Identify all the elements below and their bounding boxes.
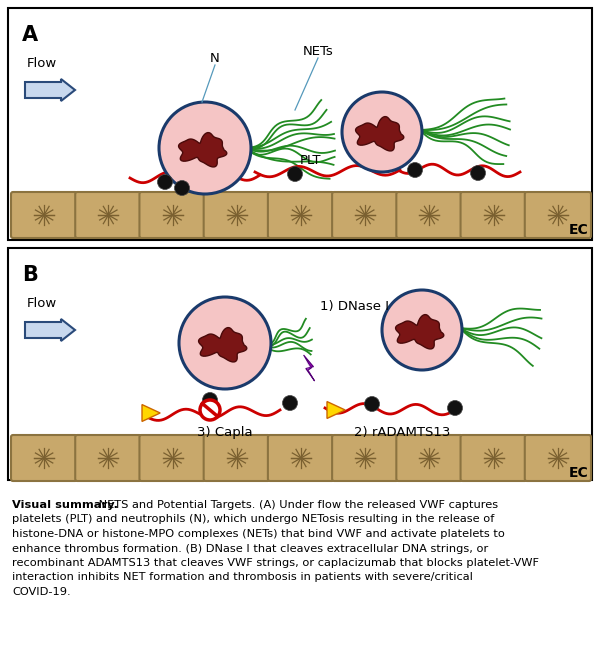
Circle shape: [175, 180, 190, 195]
Text: EC: EC: [568, 466, 588, 480]
Bar: [8, 8, 592, 240]
Text: Flow: Flow: [27, 297, 57, 310]
FancyBboxPatch shape: [397, 435, 463, 481]
Text: Visual summary.: Visual summary.: [12, 500, 118, 510]
Polygon shape: [199, 327, 247, 362]
FancyBboxPatch shape: [11, 435, 77, 481]
Circle shape: [157, 174, 173, 190]
FancyBboxPatch shape: [268, 192, 334, 238]
Text: enhance thrombus formation. (B) DNase I that cleaves extracellular DNA strings, : enhance thrombus formation. (B) DNase I …: [12, 544, 488, 554]
FancyBboxPatch shape: [461, 435, 527, 481]
Text: 2) rADAMTS13: 2) rADAMTS13: [354, 426, 451, 439]
Text: PLT: PLT: [300, 154, 322, 167]
Text: NETS and Potential Targets. (A) Under flow the released VWF captures: NETS and Potential Targets. (A) Under fl…: [95, 500, 499, 510]
Circle shape: [342, 92, 422, 172]
Polygon shape: [356, 117, 404, 151]
Circle shape: [470, 165, 485, 180]
Circle shape: [287, 167, 302, 182]
FancyBboxPatch shape: [11, 192, 77, 238]
Text: 1) DNase I: 1) DNase I: [320, 300, 389, 313]
FancyBboxPatch shape: [139, 192, 206, 238]
FancyBboxPatch shape: [203, 192, 270, 238]
Circle shape: [448, 401, 463, 415]
Polygon shape: [395, 315, 444, 349]
Text: COVID-19.: COVID-19.: [12, 587, 71, 597]
FancyBboxPatch shape: [75, 192, 142, 238]
FancyBboxPatch shape: [75, 435, 142, 481]
FancyBboxPatch shape: [268, 435, 334, 481]
Text: 3) Capla: 3) Capla: [197, 426, 253, 439]
Circle shape: [159, 102, 251, 194]
Text: NETs: NETs: [302, 45, 334, 58]
Polygon shape: [179, 133, 227, 167]
Circle shape: [200, 400, 220, 420]
FancyBboxPatch shape: [461, 192, 527, 238]
Circle shape: [179, 297, 271, 389]
Text: recombinant ADAMTS13 that cleaves VWF strings, or caplacizumab that blocks plate: recombinant ADAMTS13 that cleaves VWF st…: [12, 558, 539, 568]
FancyArrow shape: [25, 319, 75, 341]
Polygon shape: [304, 355, 314, 381]
Text: interaction inhibits NET formation and thrombosis in patients with severe/critic: interaction inhibits NET formation and t…: [12, 573, 473, 583]
FancyBboxPatch shape: [332, 192, 398, 238]
FancyBboxPatch shape: [397, 192, 463, 238]
Text: N: N: [210, 52, 220, 65]
Circle shape: [283, 396, 298, 411]
Polygon shape: [327, 401, 345, 419]
Text: A: A: [22, 25, 38, 45]
FancyBboxPatch shape: [332, 435, 398, 481]
Circle shape: [407, 163, 422, 178]
Text: B: B: [22, 265, 38, 285]
FancyBboxPatch shape: [525, 435, 591, 481]
Circle shape: [382, 290, 462, 370]
Text: platelets (PLT) and neutrophils (N), which undergo NETosis resulting in the rele: platelets (PLT) and neutrophils (N), whi…: [12, 514, 494, 525]
Polygon shape: [142, 405, 160, 421]
FancyBboxPatch shape: [139, 435, 206, 481]
FancyArrow shape: [25, 79, 75, 101]
Text: histone-DNA or histone-MPO complexes (NETs) that bind VWF and activate platelets: histone-DNA or histone-MPO complexes (NE…: [12, 529, 505, 539]
FancyBboxPatch shape: [525, 192, 591, 238]
Bar: [8, 248, 592, 480]
Text: EC: EC: [568, 223, 588, 237]
Text: Flow: Flow: [27, 57, 57, 70]
Circle shape: [365, 396, 380, 411]
FancyBboxPatch shape: [203, 435, 270, 481]
Polygon shape: [305, 361, 311, 375]
Circle shape: [203, 392, 218, 407]
